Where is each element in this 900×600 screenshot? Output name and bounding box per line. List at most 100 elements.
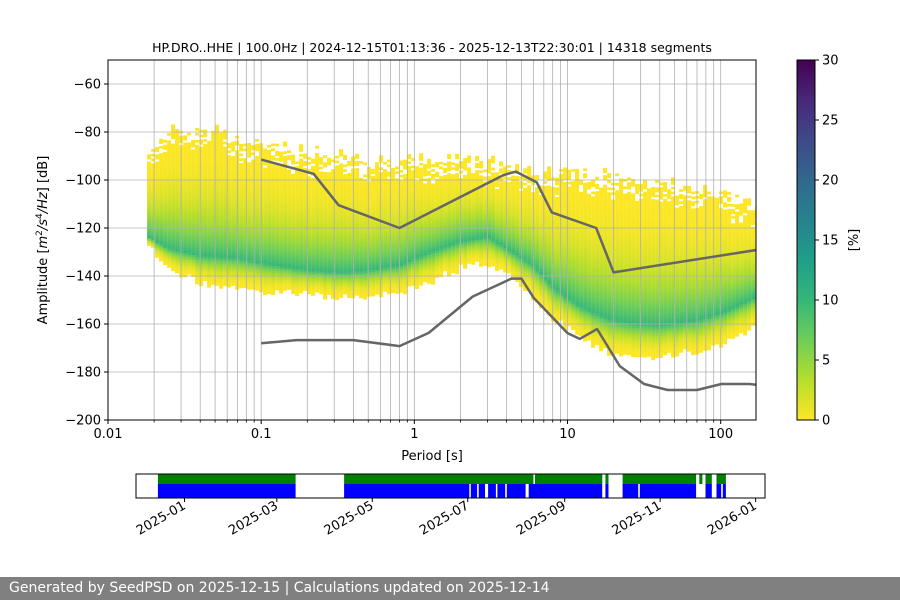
density-cell <box>167 176 172 179</box>
density-cell <box>387 174 392 177</box>
density-cell <box>267 288 272 292</box>
density-cell <box>411 172 416 176</box>
density-cell <box>395 281 400 285</box>
density-cell <box>279 175 284 179</box>
density-cell <box>315 277 320 281</box>
density-cell <box>347 252 352 255</box>
density-cell <box>327 222 332 226</box>
density-cell <box>267 161 272 165</box>
density-cell <box>399 222 404 226</box>
density-cell <box>307 188 312 191</box>
density-cell <box>295 231 300 234</box>
density-cell <box>211 229 216 232</box>
density-cell <box>427 237 432 241</box>
density-cell <box>367 246 372 249</box>
density-cell <box>219 151 224 155</box>
density-cell <box>383 250 388 254</box>
density-cell <box>255 278 260 281</box>
density-cell <box>403 162 408 165</box>
density-cell <box>387 193 392 196</box>
density-cell <box>287 210 292 213</box>
density-cell <box>183 243 188 247</box>
density-cell <box>187 269 192 273</box>
density-cell <box>367 294 372 297</box>
density-cell <box>407 166 412 169</box>
density-cell <box>199 242 204 246</box>
density-cell <box>207 227 212 230</box>
density-cell <box>379 256 384 259</box>
density-cell <box>207 215 212 218</box>
density-cell <box>379 236 384 240</box>
density-cell <box>523 269 528 272</box>
density-cell <box>171 225 176 228</box>
density-cell <box>339 252 344 255</box>
density-cell <box>339 285 344 289</box>
density-cell <box>399 189 404 192</box>
density-cell <box>435 253 440 257</box>
density-cell <box>523 206 528 210</box>
density-cell <box>159 218 164 221</box>
density-cell <box>327 256 332 259</box>
density-cell <box>339 230 344 234</box>
density-cell <box>327 249 332 252</box>
density-cell <box>383 190 388 194</box>
density-cell <box>227 248 232 252</box>
density-cell <box>251 265 256 268</box>
density-cell <box>487 255 492 258</box>
density-cell <box>507 246 512 250</box>
density-cell <box>223 165 228 169</box>
density-cell <box>243 208 248 212</box>
density-cell <box>371 192 376 196</box>
density-cell <box>275 244 280 248</box>
density-cell <box>283 156 288 159</box>
density-cell <box>255 179 260 183</box>
density-cell <box>443 237 448 241</box>
density-cell <box>495 220 500 223</box>
density-cell <box>299 173 304 176</box>
density-cell <box>319 241 324 244</box>
density-cell <box>479 189 484 193</box>
density-cell <box>211 200 216 204</box>
density-cell <box>463 198 468 202</box>
density-cell <box>399 273 404 276</box>
density-cell <box>467 198 472 202</box>
density-cell <box>183 161 188 165</box>
density-cell <box>175 232 180 235</box>
density-cell <box>355 225 360 229</box>
density-cell <box>507 268 512 271</box>
density-cell <box>387 236 392 240</box>
density-cell <box>515 243 520 246</box>
density-cell <box>223 216 228 219</box>
density-cell <box>363 208 368 211</box>
density-cell <box>155 240 160 244</box>
density-cell <box>315 237 320 240</box>
density-cell <box>487 161 492 165</box>
density-cell <box>283 232 288 236</box>
density-cell <box>227 241 232 245</box>
density-cell <box>499 182 504 186</box>
density-cell <box>315 239 320 243</box>
density-cell <box>359 225 364 229</box>
density-cell <box>307 229 312 232</box>
density-cell <box>267 231 272 234</box>
density-cell <box>311 158 316 162</box>
density-cell <box>191 163 196 167</box>
density-cell <box>251 186 256 189</box>
density-cell <box>511 240 516 244</box>
density-cell <box>487 195 492 198</box>
density-cell <box>427 185 432 188</box>
density-cell <box>283 276 288 279</box>
density-cell <box>271 261 276 264</box>
density-cell <box>367 289 372 292</box>
density-cell <box>307 190 312 194</box>
density-cell <box>407 266 412 270</box>
density-cell <box>255 184 260 188</box>
density-cell <box>359 201 364 205</box>
density-cell <box>439 180 444 184</box>
density-cell <box>263 292 268 296</box>
density-cell <box>331 284 336 287</box>
density-cell <box>347 271 352 274</box>
density-cell <box>275 234 280 238</box>
density-cell <box>371 236 376 239</box>
density-cell <box>247 205 252 209</box>
